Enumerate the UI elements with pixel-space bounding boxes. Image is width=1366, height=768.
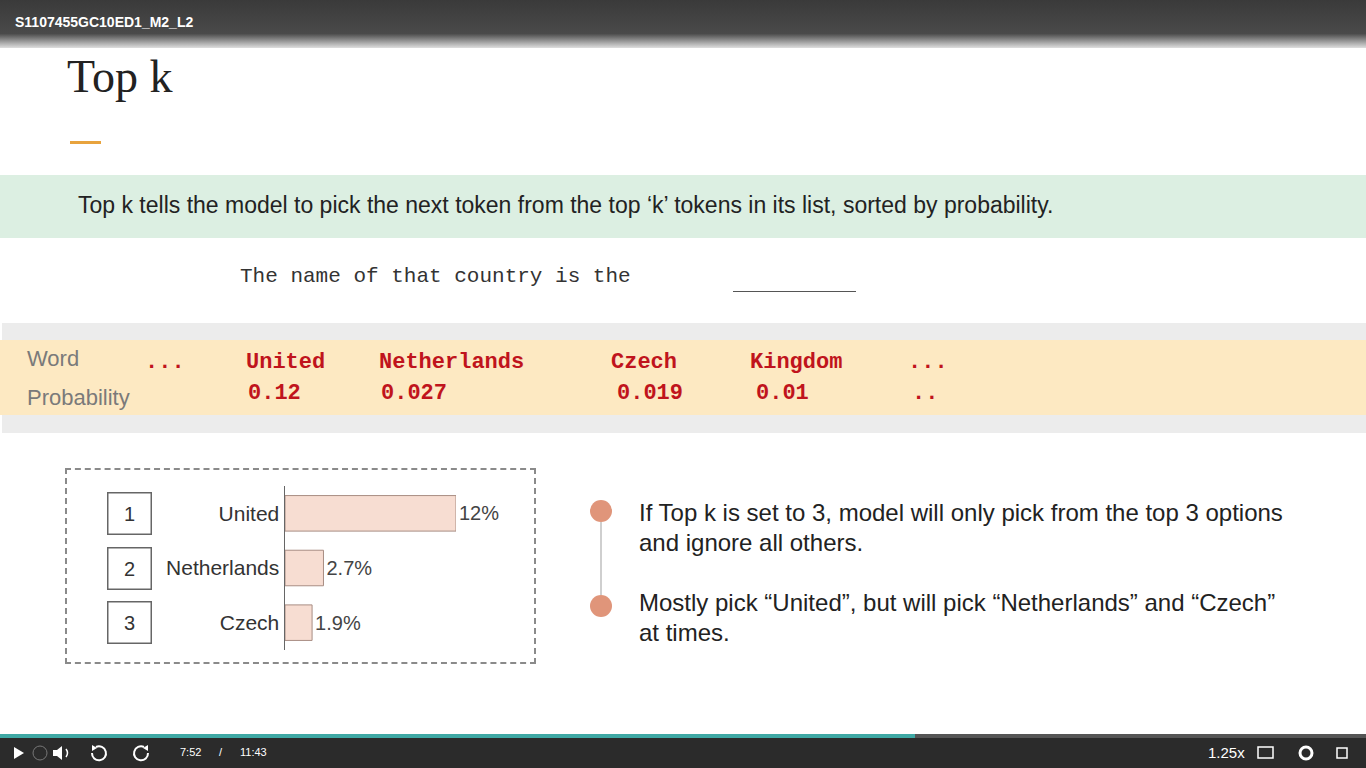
html-text:11:43: 11:43 xyxy=(240,746,267,758)
html-text:The name of that country is th: The name of that country is the xyxy=(240,265,631,288)
html-text:Netherlands: Netherlands xyxy=(379,350,525,375)
html-text:United: United xyxy=(246,350,326,375)
svg-text:Netherlands: Netherlands xyxy=(166,556,279,579)
html-text:Top k tells the model to pick: Top k tells the model to pick the next t… xyxy=(78,192,1054,218)
html-text:Mostly pick “United”, but will: Mostly pick “United”, but will pick “Net… xyxy=(639,589,1276,646)
html-text:1.25x: 1.25x xyxy=(1208,744,1245,761)
html-text:0.12: 0.12 xyxy=(248,381,301,406)
svg-text:3: 3 xyxy=(124,612,135,634)
svg-text:United: United xyxy=(219,502,280,525)
html-text:0.019: 0.019 xyxy=(617,381,683,406)
html-text:Word: Word xyxy=(27,346,80,371)
html-text:Top k: Top k xyxy=(67,51,173,102)
html-text:0.027: 0.027 xyxy=(381,381,447,406)
html-text:0.01: 0.01 xyxy=(756,381,809,406)
svg-text:Czech: Czech xyxy=(220,611,280,634)
svg-text:2.7%: 2.7% xyxy=(326,557,372,579)
svg-text:1.9%: 1.9% xyxy=(315,612,361,634)
html-text:S1107455GC10ED1_M2_L2: S1107455GC10ED1_M2_L2 xyxy=(15,14,194,30)
svg-text:12%: 12% xyxy=(459,502,499,524)
html-text:Czech: Czech xyxy=(611,350,677,375)
html-text:If Top k is set to 3, model wi: If Top k is set to 3, model will only pi… xyxy=(639,499,1283,556)
html-text:Probability: Probability xyxy=(27,385,130,410)
html-text:Kingdom: Kingdom xyxy=(750,350,843,375)
svg-text:1: 1 xyxy=(124,503,135,525)
html-text:7:52: 7:52 xyxy=(180,746,202,758)
svg-text:2: 2 xyxy=(124,558,135,580)
